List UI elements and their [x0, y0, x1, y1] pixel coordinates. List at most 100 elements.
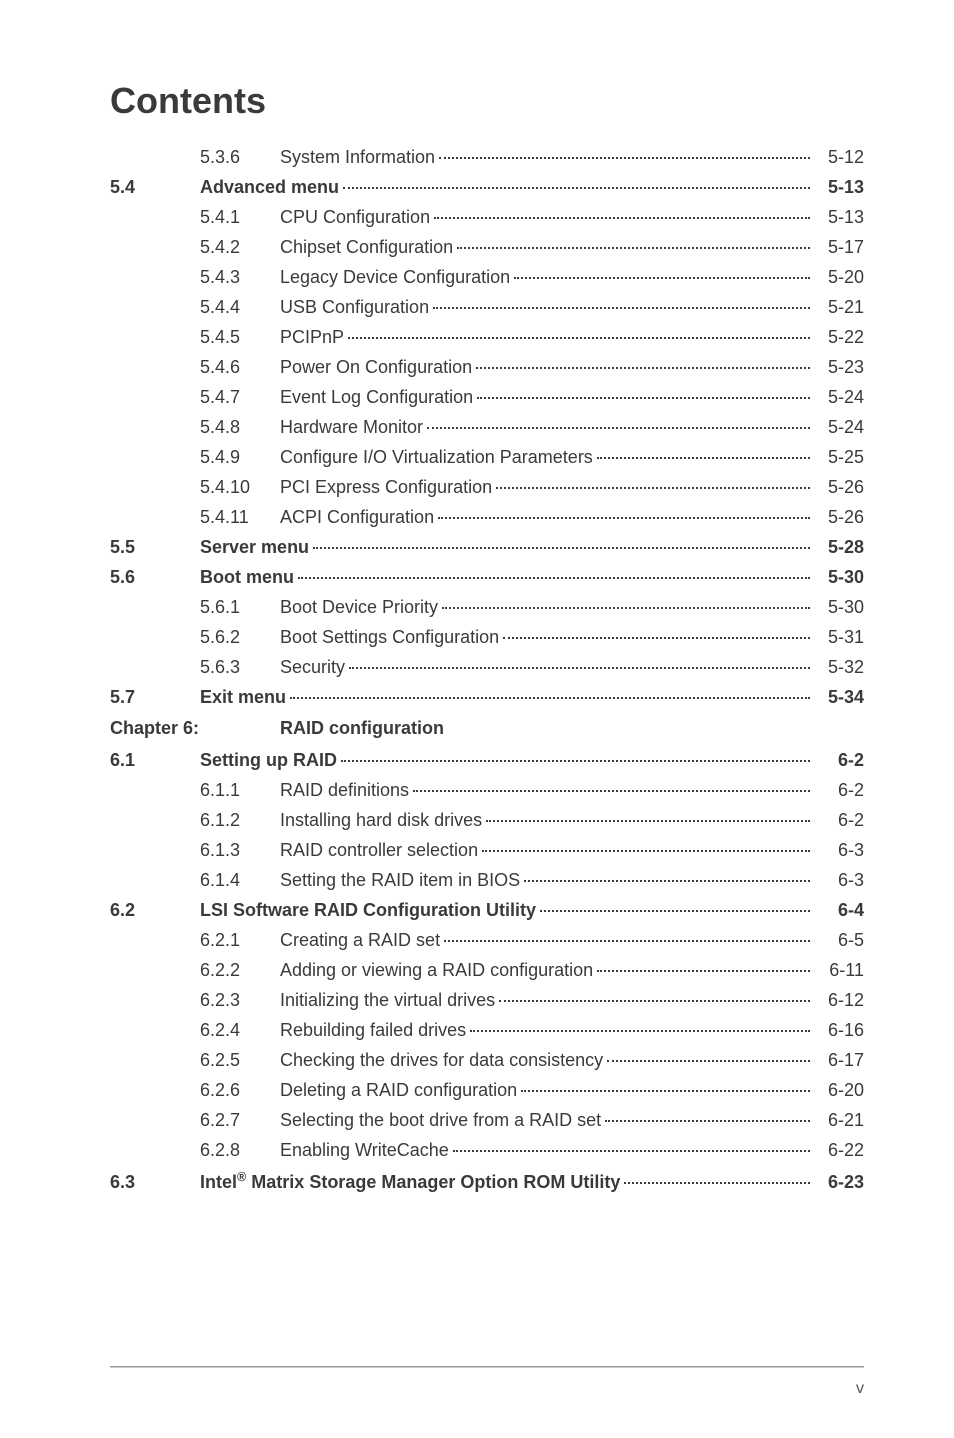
toc-row: 5.4.1CPU Configuration5-13 [110, 208, 864, 227]
dot-leader [476, 367, 810, 369]
toc-row: 5.6.2Boot Settings Configuration5-31 [110, 628, 864, 647]
dot-leader [290, 697, 810, 699]
entry-title: Checking the drives for data consistency [280, 1051, 603, 1069]
toc-row: 5.4.8Hardware Monitor5-24 [110, 418, 864, 437]
toc-row: 5.6Boot menu5-30 [110, 568, 864, 587]
dot-leader [524, 880, 810, 882]
entry-title: Installing hard disk drives [280, 811, 482, 829]
entry-title: Event Log Configuration [280, 388, 473, 406]
dot-leader [470, 1030, 810, 1032]
page-ref: 5-24 [814, 388, 864, 406]
entry-title: System Information [280, 148, 435, 166]
dot-leader [605, 1120, 810, 1122]
toc-row: 6.1Setting up RAID 6-2 [110, 751, 864, 770]
dot-leader [521, 1090, 810, 1092]
dot-leader [499, 1000, 810, 1002]
toc-row: 5.4.10PCI Express Configuration5-26 [110, 478, 864, 497]
footer-rule [110, 1366, 864, 1368]
toc-row: 6.2.8Enabling WriteCache6-22 [110, 1141, 864, 1160]
dot-leader [482, 850, 810, 852]
dot-leader [453, 1150, 810, 1152]
dot-leader [434, 217, 810, 219]
toc-row: 5.4.2Chipset Configuration5-17 [110, 238, 864, 257]
page-ref: 6-12 [814, 991, 864, 1009]
toc-row: 5.4.3Legacy Device Configuration 5-20 [110, 268, 864, 287]
subsection-number: 6.1.1 [200, 781, 280, 799]
page-ref: 6-5 [814, 931, 864, 949]
entry-title: Configure I/O Virtualization Parameters [280, 448, 593, 466]
entry-title: Creating a RAID set [280, 931, 440, 949]
dot-leader [444, 940, 810, 942]
page-ref: 5-13 [814, 208, 864, 226]
subsection-number: 6.1.3 [200, 841, 280, 859]
footer-page-number: v [856, 1380, 864, 1398]
section-number: 5.5 [110, 538, 200, 556]
page-ref: 6-2 [814, 781, 864, 799]
subsection-number: 5.4.3 [200, 268, 280, 286]
dot-leader [597, 457, 810, 459]
section-number: 6.2 [110, 901, 200, 919]
page-ref: 6-20 [814, 1081, 864, 1099]
dot-leader [503, 637, 810, 639]
subsection-number: 6.2.4 [200, 1021, 280, 1039]
page-ref: 6-3 [814, 841, 864, 859]
page-ref: 5-20 [814, 268, 864, 286]
subsection-number: 5.4.11 [200, 508, 280, 526]
toc-row: 5.4.4USB Configuration5-21 [110, 298, 864, 317]
toc-row: 6.1.4Setting the RAID item in BIOS6-3 [110, 871, 864, 890]
subsection-number: 6.2.3 [200, 991, 280, 1009]
dot-leader [343, 187, 810, 189]
page-ref: 5-30 [814, 568, 864, 586]
section-number: 5.7 [110, 688, 200, 706]
entry-title: RAID controller selection [280, 841, 478, 859]
toc-row: 6.3Intel® Matrix Storage Manager Option … [110, 1171, 864, 1192]
dot-leader [514, 277, 810, 279]
dot-leader [442, 607, 810, 609]
entry-title: Enabling WriteCache [280, 1141, 449, 1159]
entry-title: Legacy Device Configuration [280, 268, 510, 286]
dot-leader [348, 337, 810, 339]
toc-row: 5.4.6Power On Configuration5-23 [110, 358, 864, 377]
subsection-number: 6.2.1 [200, 931, 280, 949]
subsection-number: 5.6.3 [200, 658, 280, 676]
entry-title: Hardware Monitor [280, 418, 423, 436]
page-ref: 5-31 [814, 628, 864, 646]
entry-title: Boot menu [200, 568, 294, 586]
subsection-number: 6.1.4 [200, 871, 280, 889]
dot-leader [427, 427, 810, 429]
entry-title: PCIPnP [280, 328, 344, 346]
chapter-label: Chapter 6: [110, 719, 280, 737]
page-ref: 5-13 [814, 178, 864, 196]
page-ref: 5-34 [814, 688, 864, 706]
entry-title: CPU Configuration [280, 208, 430, 226]
page-ref: 6-2 [814, 811, 864, 829]
entry-title: RAID definitions [280, 781, 409, 799]
toc-row: 6.2.6Deleting a RAID configuration6-20 [110, 1081, 864, 1100]
toc-row: 5.4.11ACPI Configuration5-26 [110, 508, 864, 527]
page-ref: 6-3 [814, 871, 864, 889]
toc-row: 5.7Exit menu5-34 [110, 688, 864, 707]
dot-leader [341, 760, 810, 762]
page-ref: 6-4 [814, 901, 864, 919]
toc-row: 6.1.3RAID controller selection 6-3 [110, 841, 864, 860]
section-number: 6.1 [110, 751, 200, 769]
page-ref: 6-22 [814, 1141, 864, 1159]
entry-title: Deleting a RAID configuration [280, 1081, 517, 1099]
entry-title: Setting up RAID [200, 751, 337, 769]
page-title: Contents [110, 80, 864, 122]
page-ref: 6-2 [814, 751, 864, 769]
toc-row: 6.1.1RAID definitions 6-2 [110, 781, 864, 800]
toc-row: 6.2.7Selecting the boot drive from a RAI… [110, 1111, 864, 1130]
toc-row: 5.5Server menu5-28 [110, 538, 864, 557]
entry-title: LSI Software RAID Configuration Utility [200, 901, 536, 919]
page-ref: 5-32 [814, 658, 864, 676]
page-ref: 5-26 [814, 508, 864, 526]
entry-title: Selecting the boot drive from a RAID set [280, 1111, 601, 1129]
toc-row: 6.2.1Creating a RAID set 6-5 [110, 931, 864, 950]
page-ref: 6-16 [814, 1021, 864, 1039]
page-ref: 5-28 [814, 538, 864, 556]
dot-leader [349, 667, 810, 669]
subsection-number: 5.4.4 [200, 298, 280, 316]
entry-title: PCI Express Configuration [280, 478, 492, 496]
entry-title: Adding or viewing a RAID configuration [280, 961, 593, 979]
